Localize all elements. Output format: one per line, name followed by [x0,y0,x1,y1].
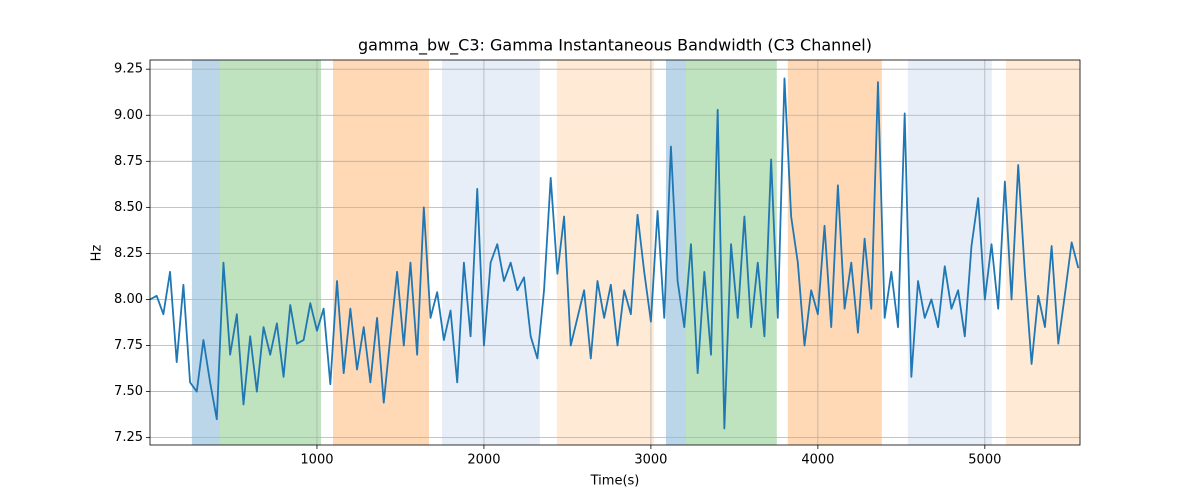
y-tick-label: 7.75 [114,338,143,353]
highlight-span [907,60,992,445]
axes-frame [149,59,1081,446]
x-axis-label: Time(s) [590,474,640,489]
x-tick-label: 4000 [801,453,834,468]
spans [191,60,1080,445]
y-axis-label: Hz [90,245,105,262]
highlight-span [1005,60,1080,445]
x-tick-label: 5000 [968,453,1001,468]
data-line [150,77,1080,430]
y-tick-label: 7.50 [114,384,143,399]
highlight-span [442,60,540,445]
y-tick-label: 8.00 [114,292,143,307]
ticks: 1000 2000 3000 4000 5000 7.25 7.50 7.75 8.00 8.25… [114,62,1001,468]
x-tick-label: 1000 [300,453,333,468]
y-tick-label: 9.00 [114,108,143,123]
highlight-span [556,60,654,445]
chart-title: gamma_bw_C3: Gamma Instantaneous Bandwid… [358,36,872,56]
highlight-span [219,60,321,445]
y-tick-label: 8.75 [114,154,143,169]
grid [150,60,1080,445]
highlight-span [332,60,429,445]
y-tick-label: 8.25 [114,246,143,261]
y-tick-label: 9.25 [114,62,143,77]
y-tick-label: 8.50 [114,200,143,215]
y-tick-label: 7.25 [114,430,143,445]
x-tick-label: 3000 [634,453,667,468]
highlight-span [191,60,220,445]
plot-area [150,77,1080,430]
x-tick-label: 2000 [467,453,500,468]
